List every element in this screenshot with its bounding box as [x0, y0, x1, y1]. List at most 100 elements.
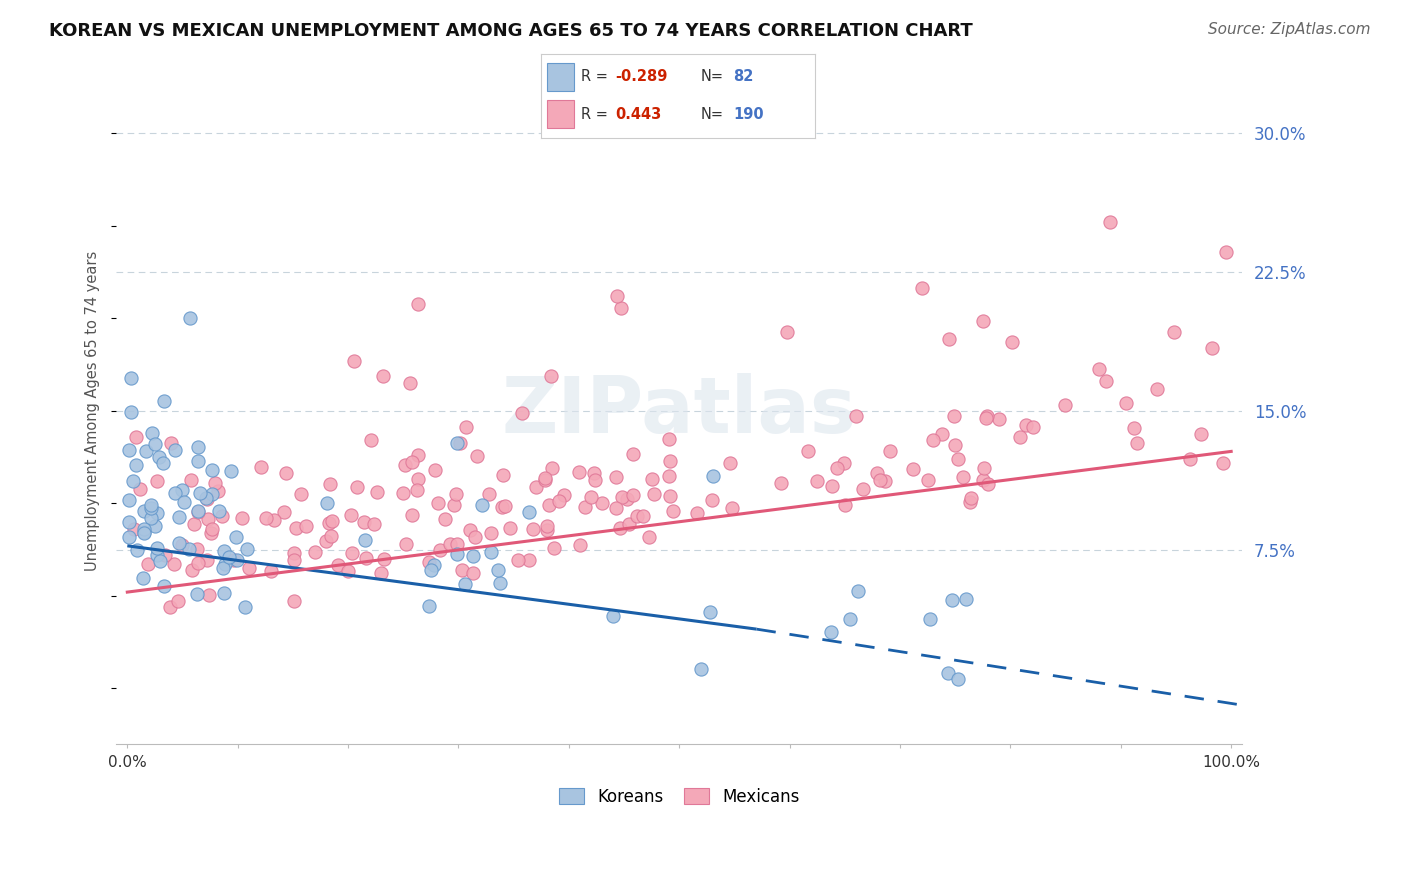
Point [118, 515, 141, 529]
Point [1054, 398, 1077, 412]
Text: N=: N= [700, 70, 723, 85]
Point [201, 463, 224, 477]
Point [132, 524, 155, 539]
Point [136, 557, 159, 571]
Point [454, 419, 477, 434]
Point [658, 469, 681, 483]
Point [700, 493, 723, 508]
Point [125, 429, 148, 443]
Point [689, 662, 711, 676]
Point [439, 536, 461, 550]
Point [346, 480, 368, 494]
Point [946, 672, 969, 686]
Point [464, 530, 486, 544]
Point [533, 473, 555, 487]
Point [181, 563, 204, 577]
Point [832, 457, 855, 471]
Point [659, 454, 682, 468]
Point [548, 494, 571, 508]
Point [135, 444, 157, 458]
Point [946, 451, 969, 466]
Point [273, 505, 295, 519]
Point [423, 558, 446, 573]
Point [846, 584, 869, 599]
Point [543, 541, 565, 555]
Point [579, 490, 602, 504]
Point [118, 530, 141, 544]
Point [122, 475, 145, 489]
Point [370, 566, 392, 580]
Point [186, 541, 208, 556]
Point [536, 523, 558, 537]
Point [214, 558, 236, 572]
Point [517, 505, 540, 519]
Point [852, 482, 875, 496]
Point [541, 461, 564, 475]
Point [534, 471, 557, 485]
Point [449, 435, 471, 450]
Legend: Koreans, Mexicans: Koreans, Mexicans [553, 780, 806, 813]
Point [152, 456, 174, 470]
Point [606, 289, 628, 303]
Point [433, 512, 456, 526]
Point [568, 465, 591, 479]
Point [770, 476, 793, 491]
Point [179, 311, 201, 326]
Point [406, 449, 429, 463]
Point [921, 433, 943, 447]
Point [153, 548, 176, 562]
Point [222, 553, 245, 567]
Point [212, 586, 235, 600]
Point [118, 442, 141, 457]
Point [869, 473, 891, 487]
Point [148, 450, 170, 464]
Point [616, 492, 638, 507]
Point [491, 500, 513, 514]
Point [977, 476, 1000, 491]
Point [987, 412, 1010, 426]
Point [1001, 334, 1024, 349]
Point [342, 546, 364, 560]
Point [659, 489, 682, 503]
Point [488, 575, 510, 590]
Point [146, 507, 169, 521]
Point [233, 600, 256, 615]
Point [187, 505, 209, 519]
Point [207, 483, 229, 498]
Point [343, 353, 366, 368]
Point [316, 496, 339, 510]
Point [936, 666, 959, 681]
Text: N=: N= [700, 107, 723, 121]
Point [336, 564, 359, 578]
Point [263, 513, 285, 527]
FancyBboxPatch shape [547, 62, 574, 91]
Point [510, 406, 533, 420]
Point [134, 504, 156, 518]
Point [454, 577, 477, 591]
Point [200, 526, 222, 541]
Point [219, 464, 242, 478]
Point [591, 496, 613, 510]
Point [602, 608, 624, 623]
Point [621, 447, 644, 461]
Point [353, 516, 375, 530]
Point [290, 486, 312, 500]
Point [180, 473, 202, 487]
Point [641, 472, 664, 486]
Point [536, 519, 558, 533]
Point [211, 561, 233, 575]
Point [866, 467, 889, 481]
Point [418, 555, 440, 569]
Point [583, 466, 606, 480]
Point [274, 466, 297, 480]
Point [392, 486, 415, 500]
Point [974, 411, 997, 425]
Point [249, 459, 271, 474]
Point [444, 487, 467, 501]
Point [373, 369, 395, 384]
Point [187, 504, 209, 518]
Point [1178, 452, 1201, 467]
Point [959, 494, 981, 508]
Point [633, 509, 655, 524]
Point [173, 495, 195, 509]
